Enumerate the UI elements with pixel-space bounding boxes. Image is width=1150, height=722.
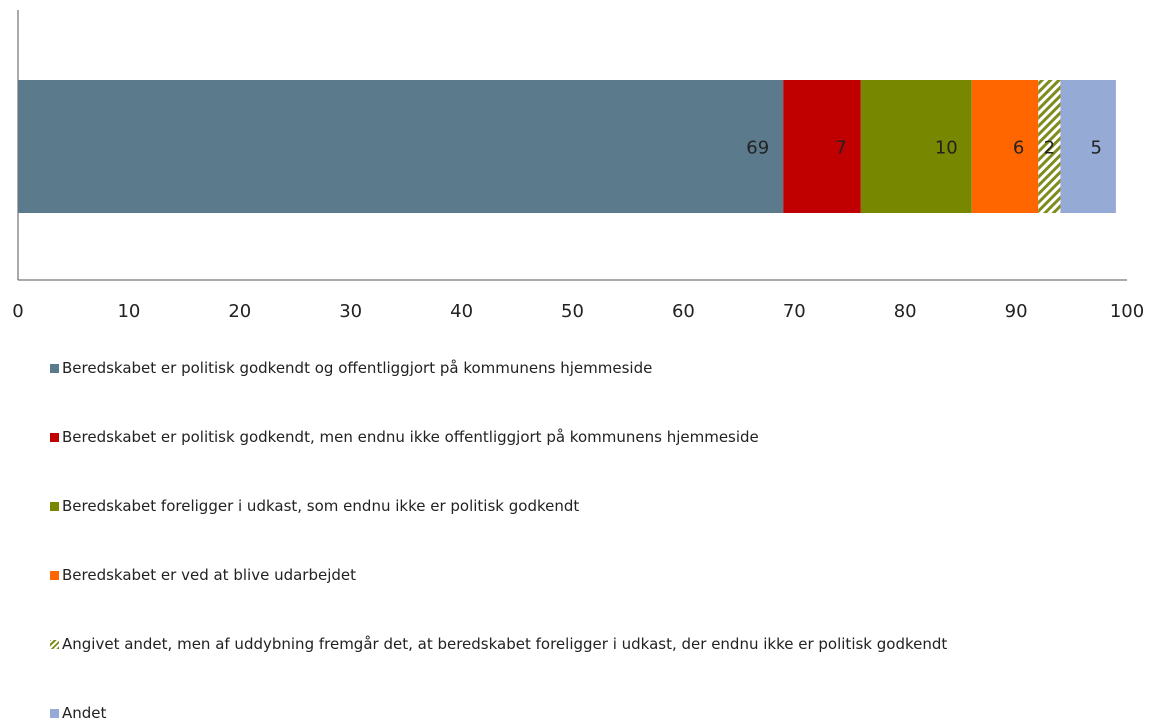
data-label: 6 <box>1013 138 1024 159</box>
x-tick-label: 90 <box>1005 301 1028 322</box>
legend-label: Angivet andet, men af uddybning fremgår … <box>62 635 948 653</box>
x-tick-label: 70 <box>783 301 806 322</box>
x-tick-label: 10 <box>117 301 140 322</box>
legend-swatch <box>50 709 59 718</box>
data-label: 10 <box>935 138 958 159</box>
legend-item: Beredskabet er politisk godkendt og offe… <box>50 359 1110 377</box>
x-tick-label: 20 <box>228 301 251 322</box>
data-label: 5 <box>1090 138 1101 159</box>
legend-label: Beredskabet foreligger i udkast, som end… <box>62 497 580 515</box>
bar-segment <box>1060 80 1116 213</box>
legend-swatch <box>50 364 59 373</box>
x-tick-label: 60 <box>672 301 695 322</box>
bar-segment <box>1038 80 1061 213</box>
legend-label: Beredskabet er politisk godkendt, men en… <box>62 428 759 446</box>
legend-item: Beredskabet er politisk godkendt, men en… <box>50 428 1110 446</box>
bar-segment <box>18 80 784 213</box>
legend-swatch <box>50 640 59 649</box>
x-tick-label: 80 <box>894 301 917 322</box>
bar-segment <box>783 80 861 213</box>
legend-item: Beredskabet er ved at blive udarbejdet <box>50 566 1110 584</box>
legend-swatch <box>50 433 59 442</box>
legend-label: Beredskabet er politisk godkendt og offe… <box>62 359 653 377</box>
chart: 0 10 20 30 40 50 60 70 80 90 100 69 7 10 6 2 5 <box>12 10 1144 322</box>
legend-item: Andet <box>50 704 1110 722</box>
x-tick-label: 40 <box>450 301 473 322</box>
legend-item: Beredskabet foreligger i udkast, som end… <box>50 497 1110 515</box>
x-tick-label: 30 <box>339 301 362 322</box>
bar-segment <box>971 80 1039 213</box>
data-label: 2 <box>1044 138 1055 159</box>
data-label: 7 <box>835 138 846 159</box>
legend-item: Angivet andet, men af uddybning fremgår … <box>50 635 1110 653</box>
bar-segment <box>860 80 972 213</box>
legend-label: Andet <box>62 704 107 722</box>
legend-label: Beredskabet er ved at blive udarbejdet <box>62 566 357 584</box>
legend-swatch <box>50 502 59 511</box>
legend-swatch <box>50 571 59 580</box>
data-label: 69 <box>746 138 769 159</box>
x-tick-label: 100 <box>1110 301 1144 322</box>
x-tick-label: 0 <box>12 301 23 322</box>
x-tick-label: 50 <box>561 301 584 322</box>
